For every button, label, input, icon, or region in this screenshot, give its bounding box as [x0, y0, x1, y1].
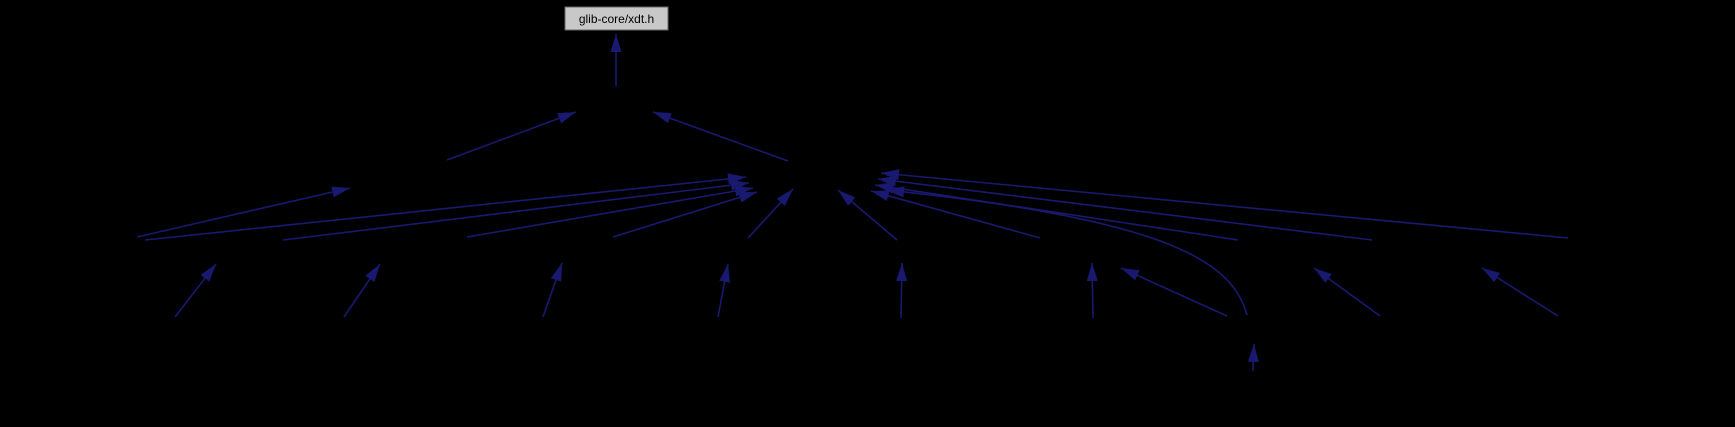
- node-label: glib-core/xdt.h: [579, 12, 654, 26]
- graph-edge: [542, 262, 563, 318]
- graph-edge: [874, 182, 1239, 241]
- node-box: [564, 6, 669, 31]
- graph-edge: [837, 189, 898, 241]
- graph-edge: [1313, 267, 1381, 317]
- graph-edge: [446, 111, 577, 161]
- graph-edge: [870, 190, 1041, 239]
- graph-edge: [717, 263, 731, 318]
- graph-edge: [144, 173, 747, 241]
- graph-edge: [136, 186, 351, 238]
- graph-edge: [282, 179, 750, 241]
- graph-edge: [1481, 267, 1559, 317]
- graph-edge: [747, 188, 794, 239]
- graph-edges: [136, 34, 1569, 372]
- graph-edge: [174, 263, 217, 318]
- graph-node-current-file: glib-core/xdt.h: [564, 6, 669, 31]
- graph-edge: [1086, 262, 1098, 319]
- graph-edge: [880, 169, 1569, 239]
- graph-edge: [612, 191, 758, 238]
- graph-edge: [896, 262, 908, 319]
- graph-edge-curved: [885, 186, 1248, 316]
- graph-edge: [466, 185, 754, 238]
- graph-edge: [877, 175, 1373, 241]
- graph-edge: [1120, 267, 1228, 317]
- graph-edge: [652, 111, 789, 162]
- graph-edge: [343, 263, 381, 318]
- graph-edge: [1247, 343, 1259, 372]
